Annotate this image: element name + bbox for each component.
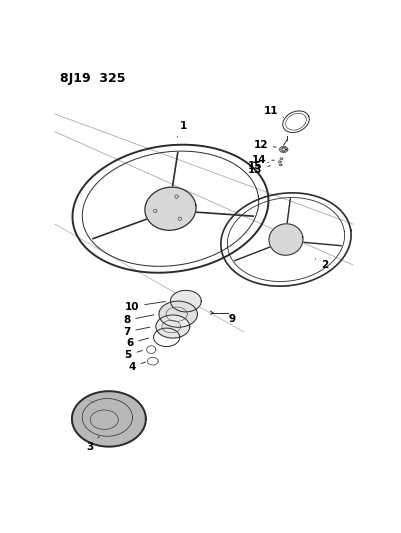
Text: 1: 1 (177, 122, 187, 137)
Polygon shape (72, 391, 146, 447)
Text: 8J19  325: 8J19 325 (61, 72, 126, 85)
Text: 5: 5 (124, 350, 142, 360)
Text: 12: 12 (253, 140, 276, 150)
Text: 9: 9 (229, 314, 236, 324)
Polygon shape (145, 187, 196, 230)
Polygon shape (170, 290, 201, 312)
Text: 7: 7 (123, 327, 150, 337)
Text: 8: 8 (123, 315, 154, 325)
Polygon shape (159, 301, 197, 327)
Text: 4: 4 (128, 361, 146, 372)
Polygon shape (269, 224, 303, 255)
Text: 3: 3 (86, 437, 99, 451)
Text: 15: 15 (248, 160, 269, 171)
Text: 14: 14 (252, 155, 274, 165)
Text: 10: 10 (125, 302, 166, 311)
Text: 11: 11 (263, 106, 284, 117)
Text: 6: 6 (126, 338, 148, 349)
Polygon shape (156, 315, 190, 338)
Text: 2: 2 (315, 259, 328, 270)
Text: 13: 13 (248, 165, 270, 175)
